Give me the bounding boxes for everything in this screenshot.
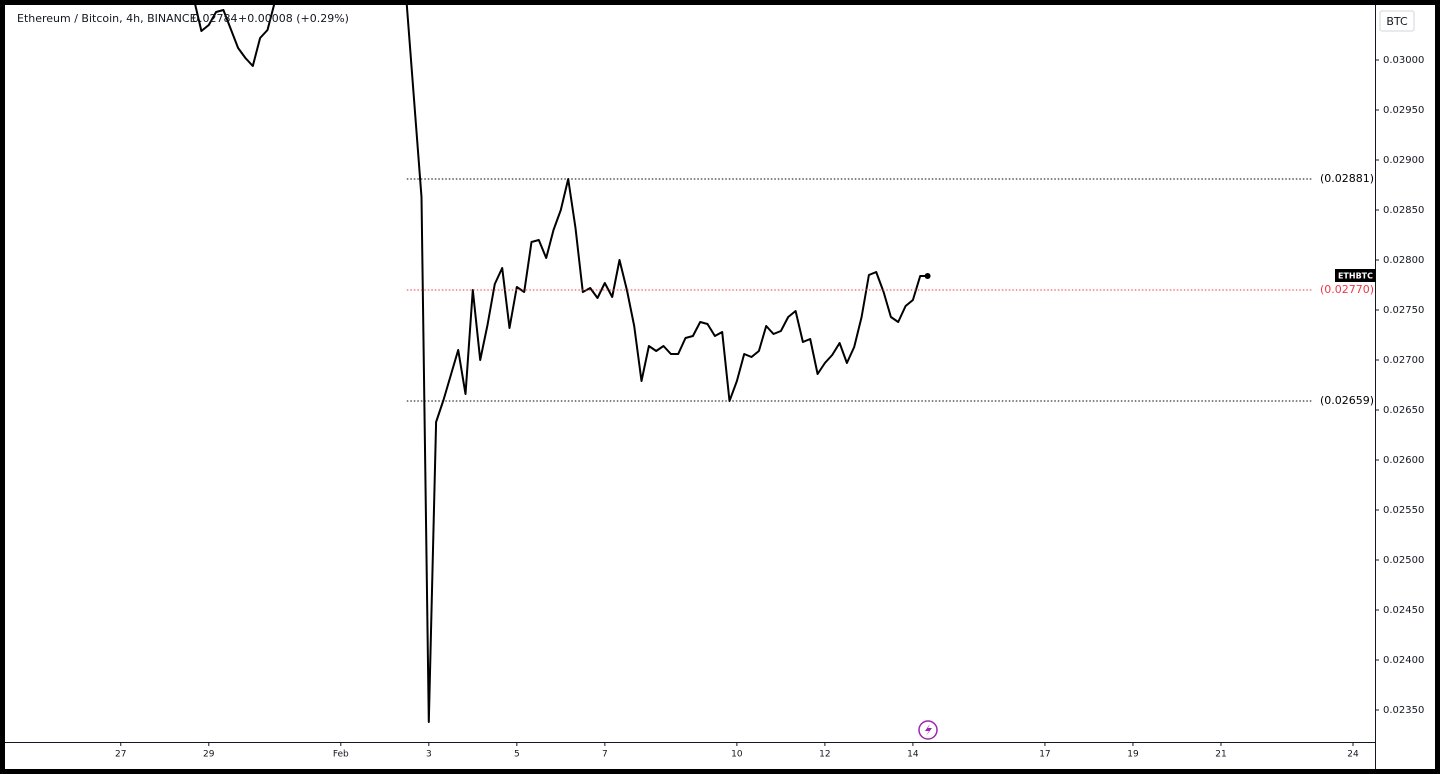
- y-tick-label: 0.02750: [1383, 305, 1424, 316]
- plot-area: [194, 5, 928, 723]
- y-tick-label: 0.02900: [1383, 155, 1424, 166]
- last-point: [924, 273, 931, 279]
- level-label: (0.02770): [1320, 283, 1374, 296]
- x-tick-label: 19: [1127, 750, 1139, 760]
- x-tick-label: 3: [426, 750, 432, 760]
- level-label: (0.02881): [1320, 172, 1374, 185]
- x-tick-label: 5: [514, 750, 520, 760]
- y-tick-label: 0.02950: [1383, 105, 1424, 116]
- y-tick-label: 0.02650: [1383, 405, 1424, 416]
- y-tick-label: 0.02350: [1383, 705, 1424, 716]
- y-tick-label: 0.02700: [1383, 355, 1424, 366]
- y-tick-label: 0.02450: [1383, 605, 1424, 616]
- price-change: +0.00008 (+0.29%): [238, 12, 349, 25]
- symbol-tag: ETHBTC: [1338, 272, 1373, 281]
- chart-title: Ethereum / Bitcoin, 4h, BINANCE: [17, 12, 197, 25]
- x-tick-label: 10: [731, 750, 743, 760]
- x-tick-label: 12: [819, 750, 830, 760]
- y-tick-label: 0.02400: [1383, 655, 1424, 666]
- y-tick-label: 0.03000: [1383, 55, 1424, 66]
- x-tick-label: 7: [602, 750, 608, 760]
- x-tick-label: Feb: [333, 750, 349, 760]
- y-tick-label: 0.02550: [1383, 505, 1424, 516]
- canvas: [5, 5, 1435, 769]
- overlay: 0.02350 0.02400 0.02450 0.02500 0.02550 0.026…: [17, 12, 1424, 760]
- price-line: [194, 5, 928, 723]
- x-tick-label: 21: [1215, 750, 1226, 760]
- level-label: (0.02659): [1320, 394, 1374, 407]
- currency-box[interactable]: [1379, 10, 1415, 32]
- flash-icon[interactable]: [918, 720, 938, 740]
- x-tick-label: 17: [1039, 750, 1050, 760]
- symbol-tag-box: [1335, 269, 1376, 282]
- y-tick-label: 0.02850: [1383, 205, 1424, 216]
- x-tick-label: 24: [1347, 750, 1359, 760]
- last-price: 0.02784: [192, 12, 238, 25]
- y-tick-label: 0.02800: [1383, 255, 1424, 266]
- x-tick-label: 29: [203, 750, 215, 760]
- x-tick-label: 14: [907, 750, 919, 760]
- y-tick-label: 0.02600: [1383, 455, 1424, 466]
- currency-label: BTC: [1386, 15, 1408, 28]
- x-tick-label: 27: [115, 750, 126, 760]
- y-tick-label: 0.02500: [1383, 555, 1424, 566]
